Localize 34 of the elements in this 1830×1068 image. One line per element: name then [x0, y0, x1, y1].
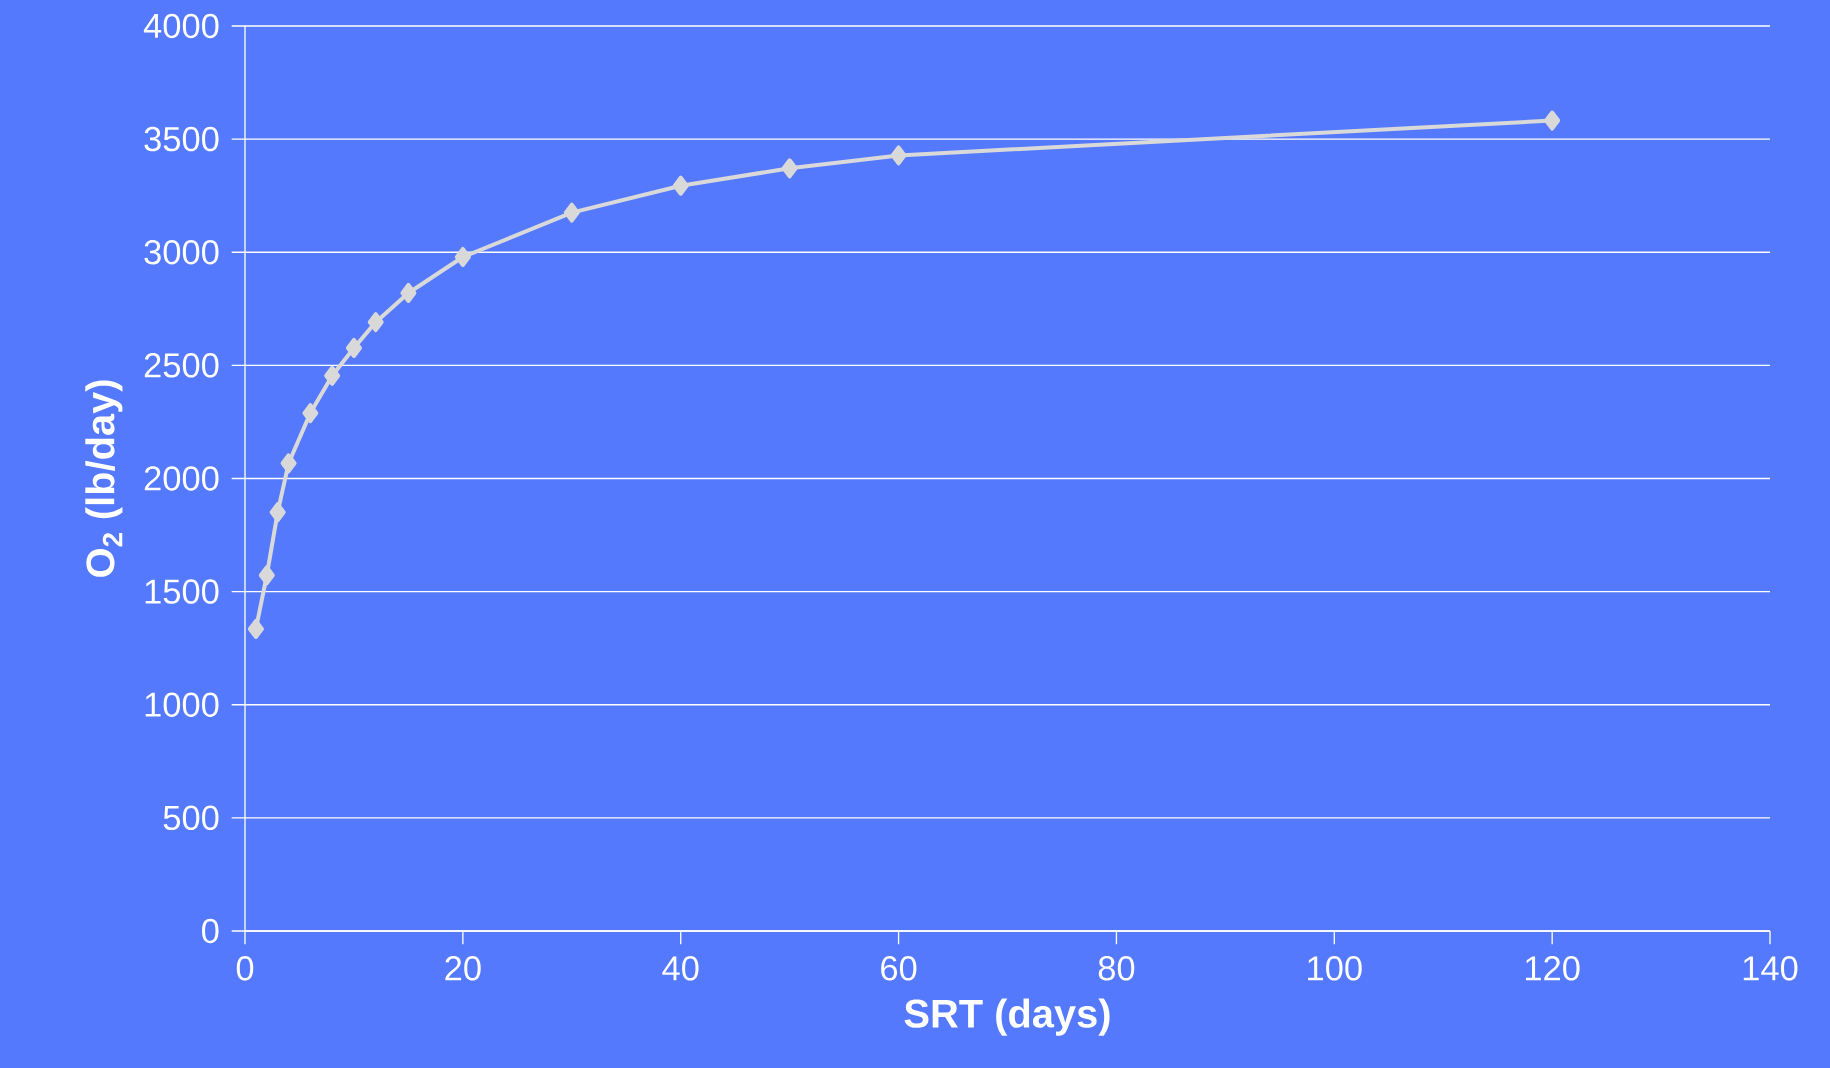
- point: [258, 565, 275, 586]
- point: [324, 365, 341, 386]
- y-tick-label: 4000: [143, 13, 219, 39]
- x-axis-title: SRT (days): [904, 998, 1110, 1036]
- x-tick-label: 80: [1098, 956, 1135, 981]
- x-tick-label: 120: [1525, 956, 1580, 981]
- y-tick-label: 0: [202, 918, 219, 944]
- point: [672, 175, 689, 196]
- y-tick-label: 3500: [144, 126, 219, 152]
- point: [269, 502, 286, 523]
- y-tick-label: 2500: [144, 353, 219, 378]
- point: [367, 312, 384, 333]
- y-tick-label: 500: [163, 805, 219, 831]
- x-tick-label: 140: [1743, 956, 1798, 981]
- point: [563, 202, 580, 223]
- y-tick-label: 1500: [145, 579, 219, 604]
- x-tick-label: 0: [236, 956, 254, 981]
- point: [454, 246, 471, 267]
- point: [781, 158, 798, 179]
- point: [400, 282, 417, 303]
- point: [247, 618, 264, 639]
- x-tick-label: 40: [662, 956, 699, 981]
- y-tick-label: 1000: [145, 692, 219, 717]
- y-tick-label: 3000: [144, 239, 219, 265]
- x-tick-label: 100: [1308, 956, 1362, 981]
- text: O$_{2}$ (lb/day): [85, 380, 123, 577]
- x-tick-label: 60: [881, 956, 917, 981]
- point: [302, 403, 319, 424]
- point: [890, 145, 907, 166]
- point: [345, 337, 362, 358]
- y-tick-label: 2000: [144, 466, 219, 491]
- point: [280, 453, 297, 474]
- point: [1544, 110, 1561, 131]
- x-tick-label: 20: [445, 956, 481, 981]
